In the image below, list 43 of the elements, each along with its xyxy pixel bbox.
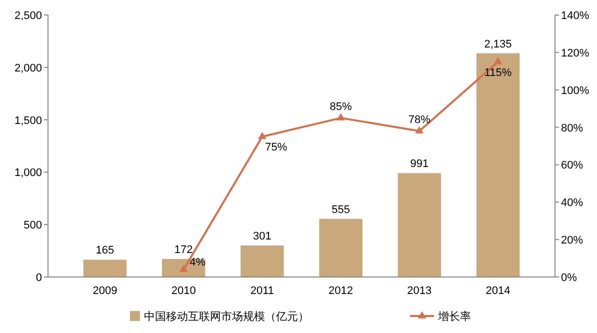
point (415, 126, 424, 134)
bar (83, 260, 127, 277)
y-tick-label: 500 (24, 220, 42, 232)
point (494, 56, 502, 64)
y2-tick-label: 0% (561, 272, 578, 284)
data-label: 4% (190, 256, 206, 269)
data-label: 991 (410, 158, 429, 170)
y2-tick-label: 60% (561, 160, 584, 172)
y-tick-label: 1,000 (14, 167, 42, 180)
data-label: 75% (265, 142, 288, 154)
data-label: 555 (332, 204, 350, 216)
y2-tick-label: 100% (561, 84, 590, 97)
y-tick-label: 1,500 (14, 114, 42, 127)
bar (240, 245, 284, 277)
x-tick-label: 2011 (250, 285, 274, 297)
bar (398, 173, 442, 277)
x-tick-label: 2012 (328, 285, 354, 297)
y2-tick-label: 120% (561, 47, 590, 60)
data-label: 165 (96, 244, 114, 257)
x-tick-label: 2013 (407, 285, 432, 297)
x-tick-label: 2010 (171, 285, 196, 297)
data-label: 78% (408, 114, 431, 126)
legend-label: 增长率 (437, 310, 471, 323)
y-tick-label: 0 (36, 272, 42, 284)
data-label: 301 (253, 230, 272, 242)
y2-tick-label: 80% (561, 122, 584, 134)
bar (476, 53, 520, 277)
data-label: 172 (174, 244, 193, 256)
point (258, 132, 266, 140)
y-tick-label: 2,000 (14, 62, 42, 74)
data-label: 85% (330, 100, 352, 113)
point (179, 264, 188, 272)
legend-label: 中国移动互联网市场规模（亿元） (144, 310, 309, 323)
point (336, 113, 345, 120)
x-tick-label: 2014 (486, 285, 510, 297)
data-label: 115% (484, 66, 512, 79)
data-label: 2,135 (484, 38, 512, 50)
y2-tick-label: 40% (561, 197, 584, 210)
y2-tick-label: 140% (561, 10, 590, 22)
y-tick-label: 2,500 (14, 10, 42, 22)
x-tick-label: 2009 (92, 285, 118, 297)
bar (319, 218, 362, 277)
y2-tick-label: 20% (561, 234, 584, 247)
